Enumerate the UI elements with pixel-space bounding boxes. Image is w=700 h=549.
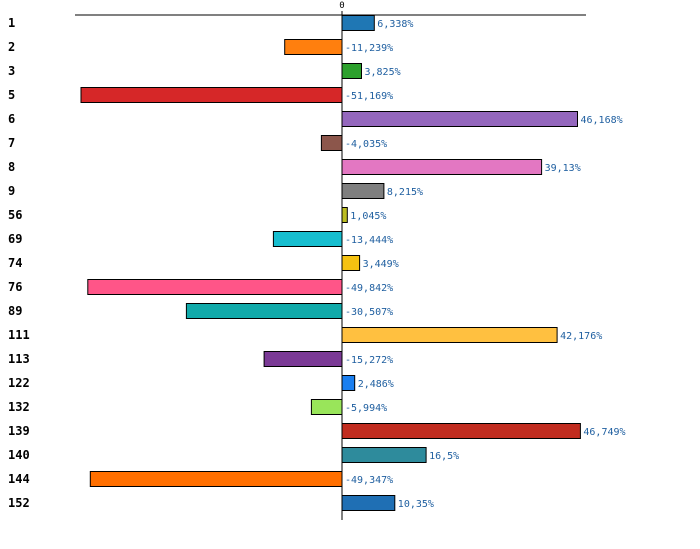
- bar-6: [341, 111, 578, 127]
- value-label: 46,749%: [583, 427, 625, 438]
- value-label: 16,5%: [429, 451, 459, 462]
- value-label: -11,239%: [345, 43, 393, 54]
- bar-132: [310, 399, 343, 415]
- bar-140: [341, 447, 427, 463]
- category-label: 132: [8, 400, 30, 414]
- category-label: 139: [8, 424, 30, 438]
- value-label: 39,13%: [545, 163, 581, 174]
- category-label: 7: [8, 136, 15, 150]
- value-label: 1,045%: [350, 211, 386, 222]
- bar-111: [341, 327, 558, 343]
- category-label: 122: [8, 376, 30, 390]
- category-label: 1: [8, 16, 15, 30]
- value-label: -13,444%: [345, 235, 393, 246]
- category-label: 140: [8, 448, 30, 462]
- value-label: -5,994%: [345, 403, 387, 414]
- category-label: 69: [8, 232, 22, 246]
- category-label: 56: [8, 208, 22, 222]
- value-label: 3,449%: [363, 259, 399, 270]
- bar-69: [272, 231, 343, 247]
- category-label: 9: [8, 184, 15, 198]
- value-label: 46,168%: [581, 115, 623, 126]
- category-label: 152: [8, 496, 30, 510]
- bar-3: [341, 63, 362, 79]
- bar-7: [320, 135, 343, 151]
- bar-139: [341, 423, 581, 439]
- value-label: -49,842%: [345, 283, 393, 294]
- bar-1: [341, 15, 375, 31]
- bar-5: [80, 87, 343, 103]
- category-label: 3: [8, 64, 15, 78]
- bar-2: [284, 39, 343, 55]
- bar-56: [341, 207, 348, 223]
- value-label: 3,825%: [365, 67, 401, 78]
- bar-9: [341, 183, 385, 199]
- value-label: -49,347%: [345, 475, 393, 486]
- zero-tick-label: 0: [339, 1, 344, 11]
- value-label: 6,338%: [377, 19, 413, 30]
- bar-76: [87, 279, 343, 295]
- bar-122: [341, 375, 356, 391]
- value-label: -30,507%: [345, 307, 393, 318]
- value-label: -4,035%: [345, 139, 387, 150]
- category-label: 6: [8, 112, 15, 126]
- value-label: -15,272%: [345, 355, 393, 366]
- category-label: 8: [8, 160, 15, 174]
- bar-8: [341, 159, 543, 175]
- category-label: 76: [8, 280, 22, 294]
- bar-74: [341, 255, 361, 271]
- category-label: 5: [8, 88, 15, 102]
- value-label: -51,169%: [345, 91, 393, 102]
- category-label: 2: [8, 40, 15, 54]
- bar-113: [263, 351, 343, 367]
- category-label: 144: [8, 472, 30, 486]
- bar-89: [185, 303, 343, 319]
- value-label: 2,486%: [358, 379, 394, 390]
- bar-144: [89, 471, 343, 487]
- value-label: 8,215%: [387, 187, 423, 198]
- category-label: 111: [8, 328, 30, 342]
- category-label: 74: [8, 256, 22, 270]
- category-label: 113: [8, 352, 30, 366]
- value-label: 10,35%: [398, 499, 434, 510]
- bar-152: [341, 495, 396, 511]
- value-label: 42,176%: [560, 331, 602, 342]
- category-label: 89: [8, 304, 22, 318]
